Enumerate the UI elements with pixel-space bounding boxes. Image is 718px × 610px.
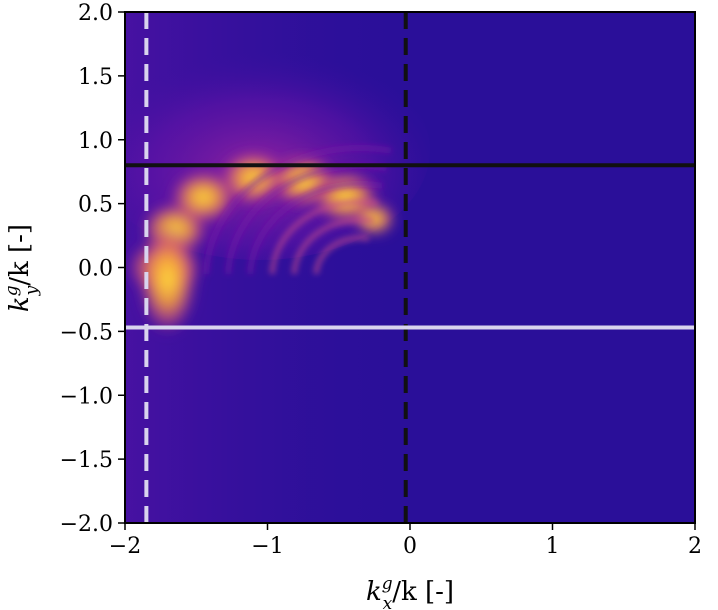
y-tick-label: 0.5 [78, 193, 113, 218]
x-axis-label: kg x/k [-] [366, 574, 454, 610]
y-label-main: k [5, 296, 35, 312]
y-label-tail: /k [-] [5, 224, 35, 286]
y-tick-label: 0.0 [78, 257, 113, 282]
y-label-sup: g [2, 285, 22, 296]
y-tick-label: −2.0 [60, 512, 113, 537]
y-tick-label: 1.5 [78, 65, 113, 90]
x-tick-label: −2 [109, 534, 141, 559]
y-tick-label: −0.5 [60, 320, 113, 345]
x-label-main: k [366, 577, 382, 607]
y-tick-label: 2.0 [78, 1, 113, 26]
reference-lines [125, 12, 695, 523]
y-tick-label: 1.0 [78, 129, 113, 154]
ripple-ring [203, 145, 392, 275]
y-axis-label: kgy/k [-] [2, 224, 42, 312]
x-axis-ticks: −2 −1 0 1 2 [109, 523, 702, 559]
ripple-ring [247, 181, 383, 275]
y-axis-ticks: 2.0 1.5 1.0 0.5 0.0 −0.5 −1.0 −1.5 −2.0 [60, 1, 125, 537]
heatmap-field [125, 12, 695, 523]
x-label-tail: /k [-] [392, 577, 454, 607]
x-tick-label: 2 [688, 534, 702, 559]
ripple-ring [269, 198, 379, 275]
x-label-sup: g [382, 574, 393, 594]
ripple-ring [291, 216, 374, 275]
x-tick-label: −1 [251, 534, 283, 559]
x-tick-label: 0 [403, 534, 417, 559]
y-tick-label: −1.5 [60, 448, 113, 473]
y-tick-label: −1.0 [60, 384, 113, 409]
arc-blob [352, 201, 397, 237]
ripple-ring [313, 234, 370, 275]
y-label-sub: y [22, 285, 42, 296]
x-tick-label: 1 [546, 534, 560, 559]
arc-blob [137, 225, 198, 336]
x-label-sub: x [383, 594, 393, 610]
heatmap-rings [203, 145, 392, 275]
